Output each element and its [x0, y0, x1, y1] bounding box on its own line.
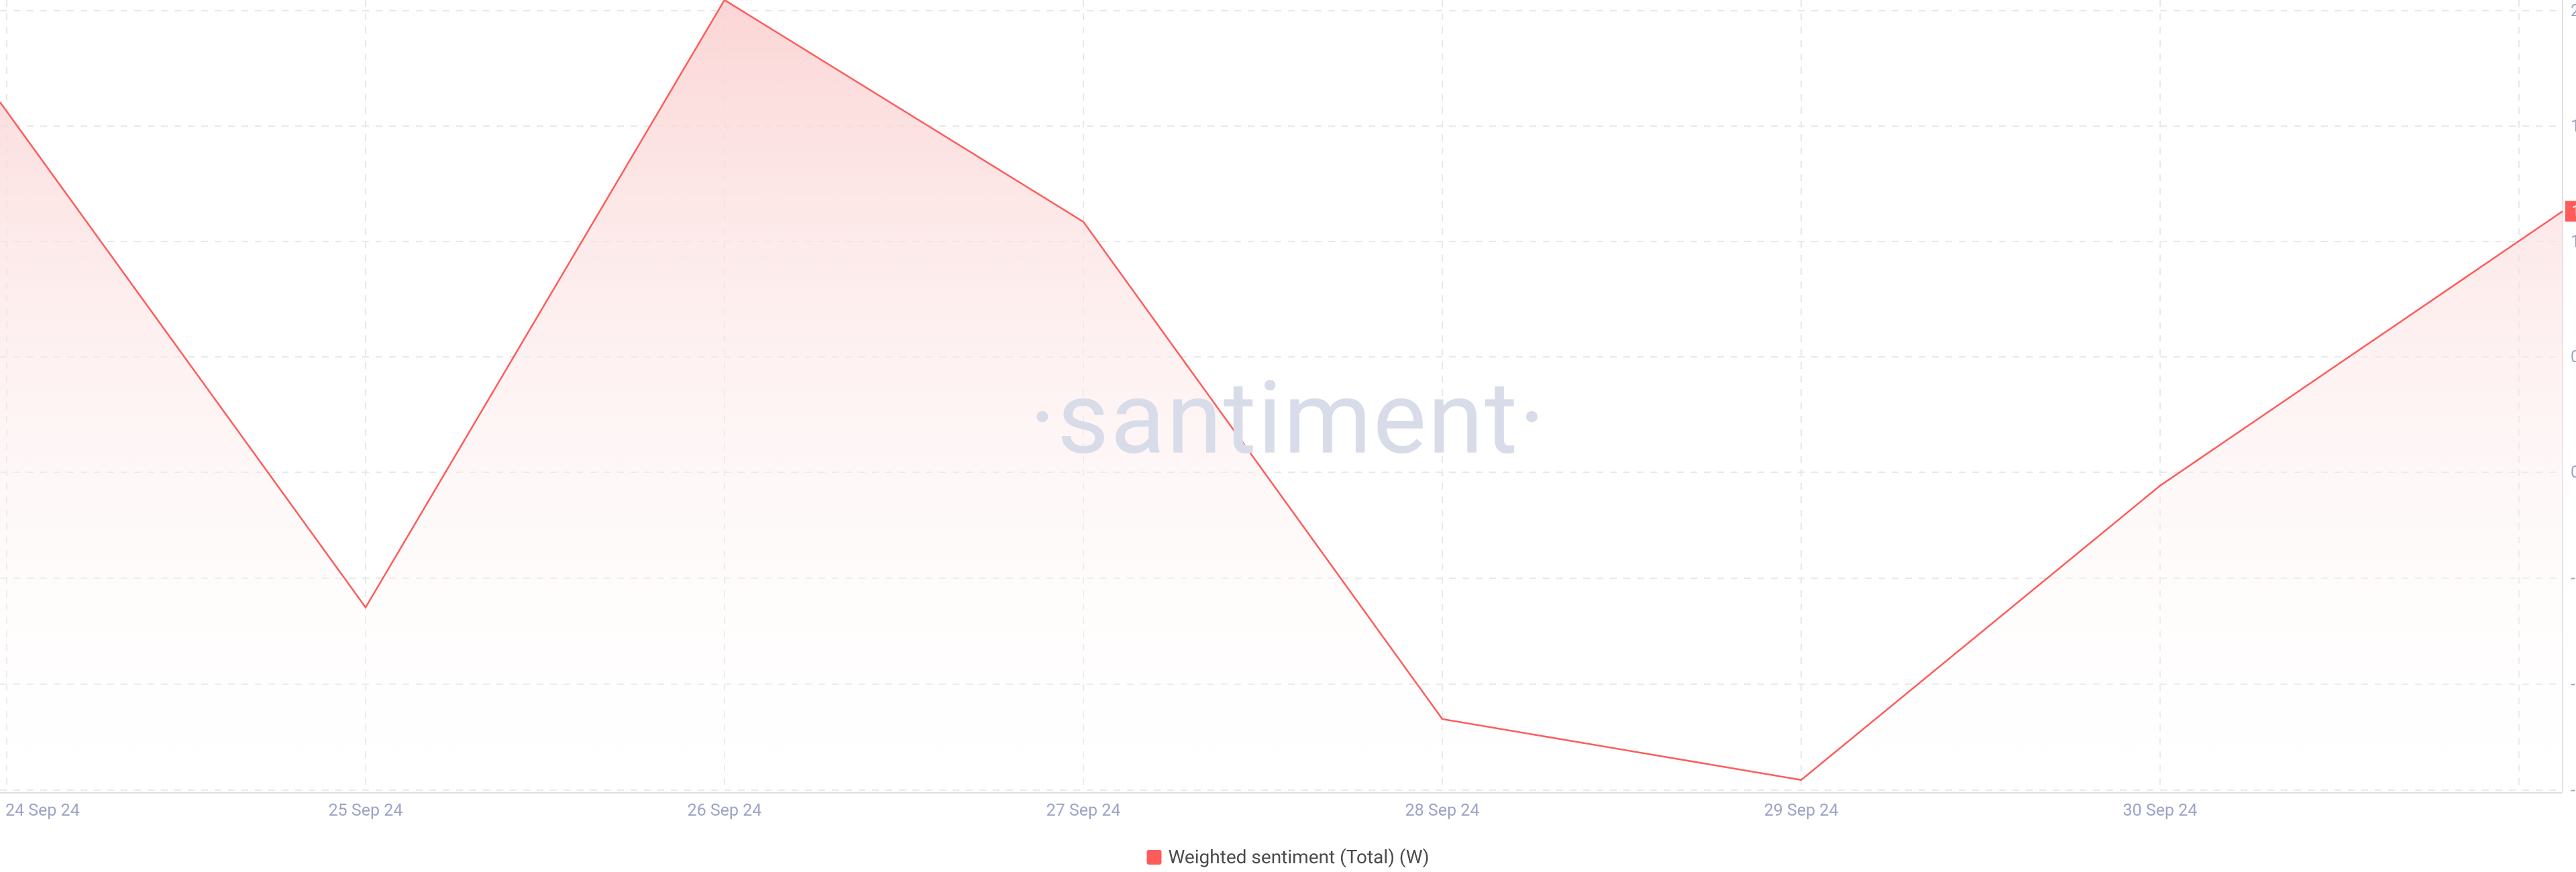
x-tick-label: 25 Sep 24 — [329, 801, 403, 820]
y-tick-label: 1.72 — [2571, 117, 2576, 136]
x-tick-label: 30 Sep 24 — [2123, 801, 2198, 820]
x-tick-label: 28 Sep 24 — [1405, 801, 1480, 820]
y-tick-label: 2.293 — [2571, 1, 2576, 21]
legend-swatch — [1146, 850, 1161, 865]
legend-label: Weighted sentiment (Total) (W) — [1168, 846, 1429, 868]
chart-svg — [0, 0, 2576, 872]
x-tick-label: 26 Sep 24 — [688, 801, 762, 820]
y-tick-label: -1.071 — [2571, 675, 2576, 694]
y-tick-label: 1.146 — [2571, 232, 2576, 252]
series-area — [0, 0, 2563, 792]
x-tick-label: 29 Sep 24 — [1764, 801, 1839, 820]
current-value-badge: 1.252 — [2565, 201, 2576, 221]
y-tick-label: 0.573 — [2571, 347, 2576, 367]
legend[interactable]: Weighted sentiment (Total) (W) — [1146, 846, 1429, 868]
y-tick-label: 0 — [2571, 463, 2576, 482]
y-tick-label: -0.536 — [2571, 569, 2576, 588]
x-tick-label: 24 Sep 24 — [5, 801, 80, 820]
x-tick-label: 27 Sep 24 — [1046, 801, 1121, 820]
chart-container: ·santiment· 2.2931.721.1460.5730-0.536-1… — [0, 0, 2576, 872]
y-tick-label: -1.607 — [2571, 781, 2576, 800]
